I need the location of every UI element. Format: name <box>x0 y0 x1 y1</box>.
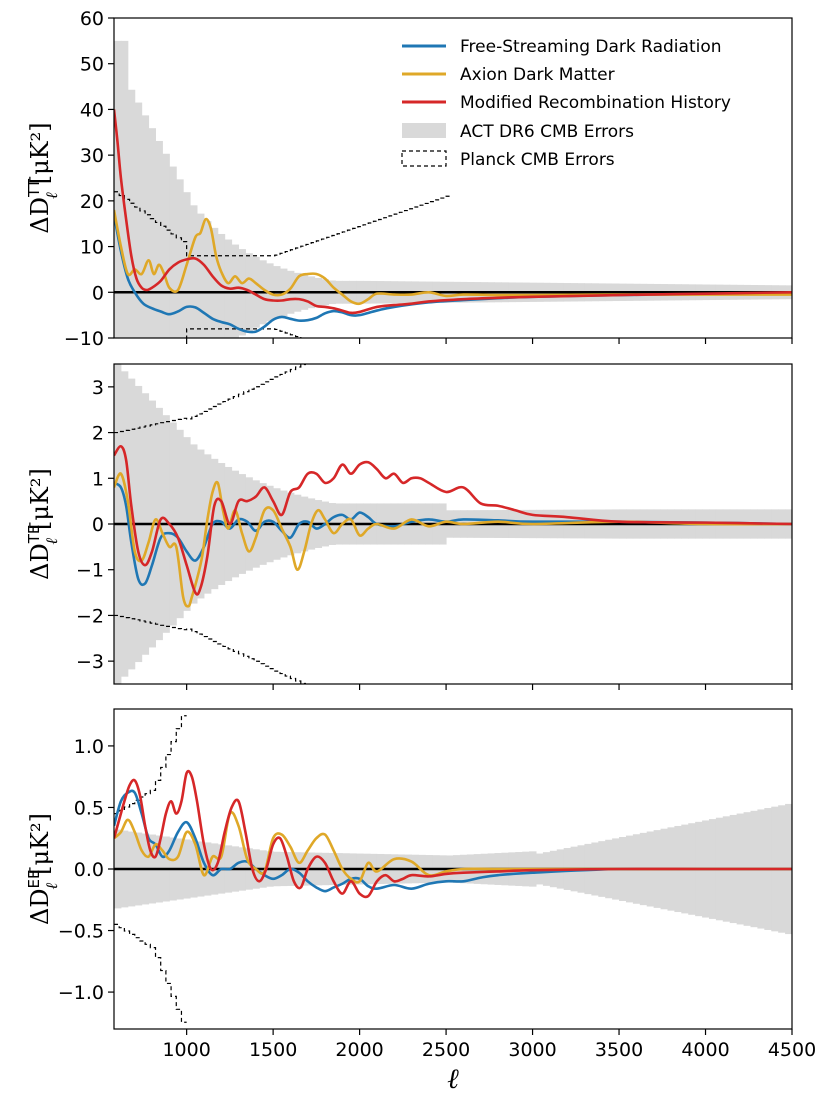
series-line-modified-recombination-history-ee <box>114 769 792 899</box>
x-tick-label: 2500 <box>422 1039 470 1061</box>
act-error-bin <box>120 40 129 338</box>
y-axis-label-ee: ΔDEEℓ[μK²] <box>25 813 61 925</box>
legend-label-act: ACT DR6 CMB Errors <box>460 122 634 142</box>
act-error-bin <box>169 166 177 338</box>
legend-label-axion: Axion Dark Matter <box>460 65 615 85</box>
y-ticks-tt: −10 0 10 20 30 40 50 60 <box>64 8 114 350</box>
planck-lower-ee <box>114 923 187 1023</box>
y-tick-label: −2 <box>76 605 104 627</box>
series-line-axion-dark-matter-tt <box>114 209 792 306</box>
act-error-bin <box>197 213 205 338</box>
te-panel: −3 −2 −1 0 1 2 3 ΔDTEℓ[μK²] <box>25 363 793 690</box>
planck-error-lines-te <box>114 364 306 684</box>
act-error-bin <box>162 153 170 338</box>
series-line-modified-recombination-history-tt <box>114 109 792 315</box>
legend-entry-axion: Axion Dark Matter <box>402 65 615 85</box>
y-tick-label: −1 <box>76 560 104 582</box>
y-ticks-ee: −1.0 −0.5 0.0 0.5 1.0 <box>58 736 114 1004</box>
series-group-te <box>114 444 792 608</box>
tt-panel: −10 0 10 20 30 40 50 60 ΔDTTℓ[μK²] Free-Streami… <box>25 8 793 350</box>
y-axis-label-tt: ΔDTTℓ[μK²] <box>25 122 61 233</box>
x-tick-label: 1500 <box>249 1039 297 1061</box>
y-tick-label: −0.5 <box>58 921 104 943</box>
act-error-bin <box>176 179 184 338</box>
planck-error-lines-tt <box>114 191 452 338</box>
y-axis-label-te: ΔDTEℓ[μK²] <box>25 468 61 580</box>
act-error-bin <box>203 221 212 338</box>
planck-lower-te <box>114 614 306 684</box>
y-tick-label: −10 <box>64 328 104 350</box>
legend-entry-free-streaming: Free-Streaming Dark Radiation <box>402 37 722 57</box>
x-ticks-te <box>186 684 793 690</box>
x-tick-label: 3000 <box>508 1039 556 1061</box>
act-error-bin <box>114 40 122 338</box>
y-tick-label: 1.0 <box>74 736 104 758</box>
legend: Free-Streaming Dark Radiation Axion Dark… <box>401 37 731 170</box>
planck-error-lines-ee <box>114 715 187 1023</box>
x-ticks-tt <box>186 338 793 344</box>
axes-frame-tt <box>113 17 793 339</box>
y-tick-label: 1 <box>92 468 104 490</box>
x-tick-label: 4000 <box>681 1039 729 1061</box>
act-error-bin <box>141 115 150 338</box>
y-tick-label: 30 <box>80 145 104 167</box>
ee-panel: −1.0 −0.5 0.0 0.5 1.0 1000 1500 2000 2500 3000 35… <box>25 708 816 1095</box>
y-tick-label: −3 <box>76 651 104 673</box>
y-tick-label: 50 <box>80 54 104 76</box>
legend-entry-act: ACT DR6 CMB Errors <box>402 122 634 142</box>
act-error-bin <box>155 140 163 338</box>
planck-upper-te <box>114 364 306 434</box>
x-tick-label: 1000 <box>162 1039 210 1061</box>
legend-entry-planck: Planck CMB Errors <box>401 150 615 170</box>
act-error-bin <box>210 227 219 338</box>
y-tick-label: 20 <box>80 191 104 213</box>
y-tick-label: −1.0 <box>58 982 104 1004</box>
y-tick-label: 0.0 <box>74 859 104 881</box>
y-tick-label: 0 <box>92 282 104 304</box>
legend-swatch-planck <box>401 150 447 167</box>
act-error-bin <box>127 89 136 338</box>
y-tick-label: 0 <box>92 514 104 536</box>
y-ticks-te: −3 −2 −1 0 1 2 3 <box>76 377 114 673</box>
x-ticks-ee: 1000 1500 2000 2500 3000 3500 4000 4500 <box>162 1029 816 1061</box>
y-tick-label: 10 <box>80 237 104 259</box>
series-line-modified-recombination-history-te <box>114 444 792 596</box>
y-tick-label: 2 <box>92 423 104 445</box>
x-tick-label: 2000 <box>335 1039 383 1061</box>
planck-upper-ee <box>114 715 187 815</box>
act-error-bin <box>190 205 198 338</box>
y-tick-label: 40 <box>80 99 104 121</box>
legend-swatch-act <box>402 123 446 138</box>
x-axis-label: ℓ <box>447 1062 459 1095</box>
y-tick-label: 60 <box>80 8 104 30</box>
legend-label-planck: Planck CMB Errors <box>460 150 615 170</box>
planck-upper-tt <box>114 191 452 257</box>
series-line-axion-dark-matter-te <box>114 472 792 608</box>
series-group-tt <box>114 109 792 334</box>
legend-label-modified-recombination: Modified Recombination History <box>460 93 731 113</box>
series-group-ee <box>114 769 792 899</box>
act-error-bin <box>134 102 143 338</box>
legend-label-free-streaming: Free-Streaming Dark Radiation <box>460 37 722 57</box>
y-tick-label: 3 <box>92 377 104 399</box>
x-tick-label: 4500 <box>768 1039 816 1061</box>
act-error-bin <box>148 128 157 338</box>
y-tick-label: 0.5 <box>74 797 104 819</box>
x-tick-label: 3500 <box>595 1039 643 1061</box>
legend-entry-modified-recombination: Modified Recombination History <box>402 93 731 113</box>
